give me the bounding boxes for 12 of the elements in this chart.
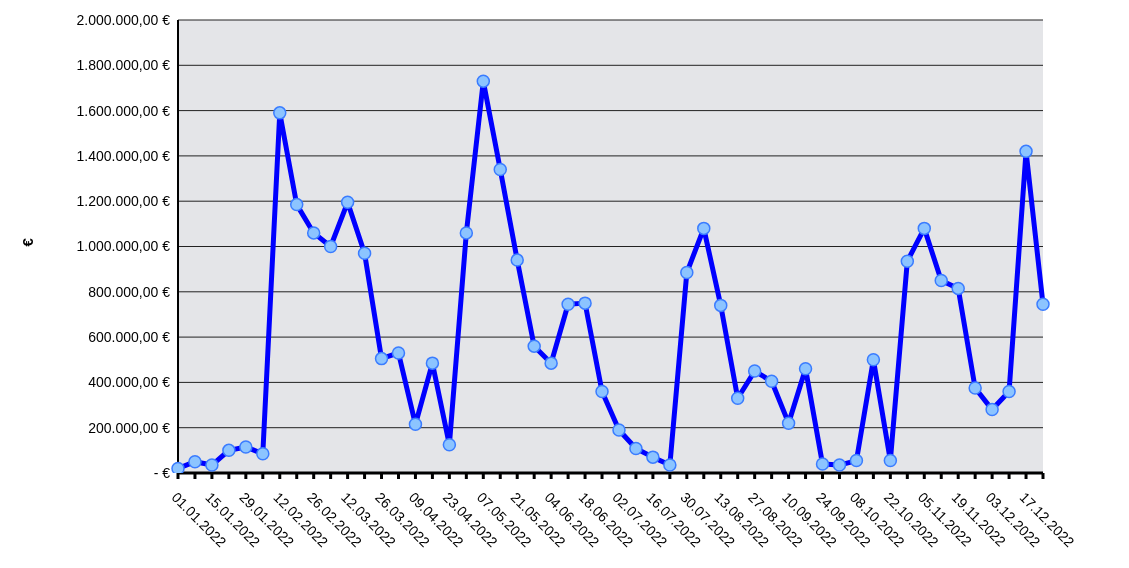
y-tick-label: 1.000.000,00 € (76, 238, 171, 255)
y-tick-label: 1.400.000,00 € (76, 147, 171, 164)
y-tick-label: 1.600.000,00 € (76, 102, 171, 119)
y-tick-label: 1.800.000,00 € (76, 57, 171, 74)
y-tick-label: 400.000,00 € (88, 374, 171, 391)
y-tick-label: 2.000.000,00 € (76, 11, 171, 28)
y-tick-label: 1.200.000,00 € (76, 193, 171, 210)
y-axis-title: € (19, 237, 37, 247)
y-tick-label: 800.000,00 € (88, 283, 171, 300)
y-tick-label: - € (153, 464, 171, 481)
y-tick-label: 200.000,00 € (88, 419, 171, 436)
y-tick-label: 600.000,00 € (88, 329, 171, 346)
